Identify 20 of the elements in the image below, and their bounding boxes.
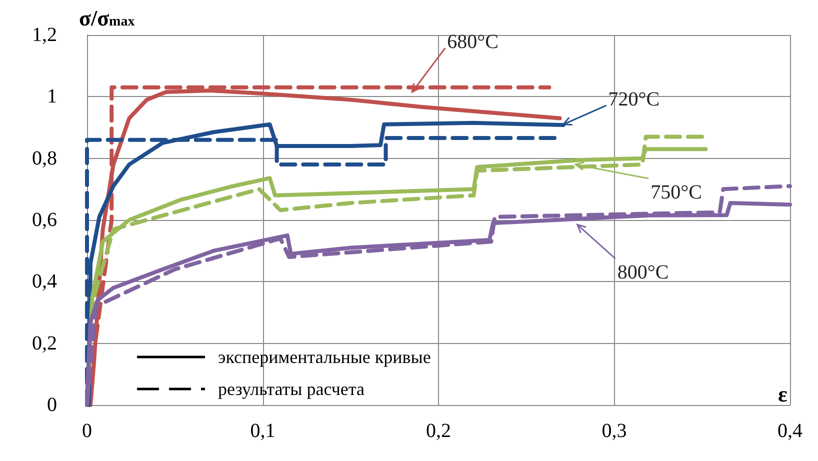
y-axis-title: σ/σmax (79, 6, 135, 30)
annotation: 720°C (608, 88, 660, 110)
annotation: экспериментальные кривые (218, 347, 431, 367)
annotation: 750°C (650, 182, 702, 204)
x-tick-label: 0 (82, 420, 92, 442)
x-tick-label: 0,3 (602, 420, 627, 442)
y-tick-label: 0,8 (32, 147, 57, 170)
y-tick-label: 1 (47, 86, 57, 108)
y-tick-label: 0,4 (32, 270, 57, 293)
annotation: 680°C (447, 31, 498, 54)
x-axis-title: ε (778, 382, 788, 406)
x-tick-label: 0,4 (778, 420, 802, 442)
y-tick-label: 0 (47, 394, 57, 416)
y-tick-label: 1,2 (32, 24, 57, 46)
y-tick-label: 0,6 (32, 209, 57, 231)
x-tick-label: 0,1 (250, 420, 276, 442)
x-tick-label: 0,2 (426, 420, 451, 442)
annotation: результаты расчета (218, 379, 364, 399)
annotation: 800°C (617, 262, 669, 284)
y-tick-label: 0,2 (32, 332, 57, 354)
